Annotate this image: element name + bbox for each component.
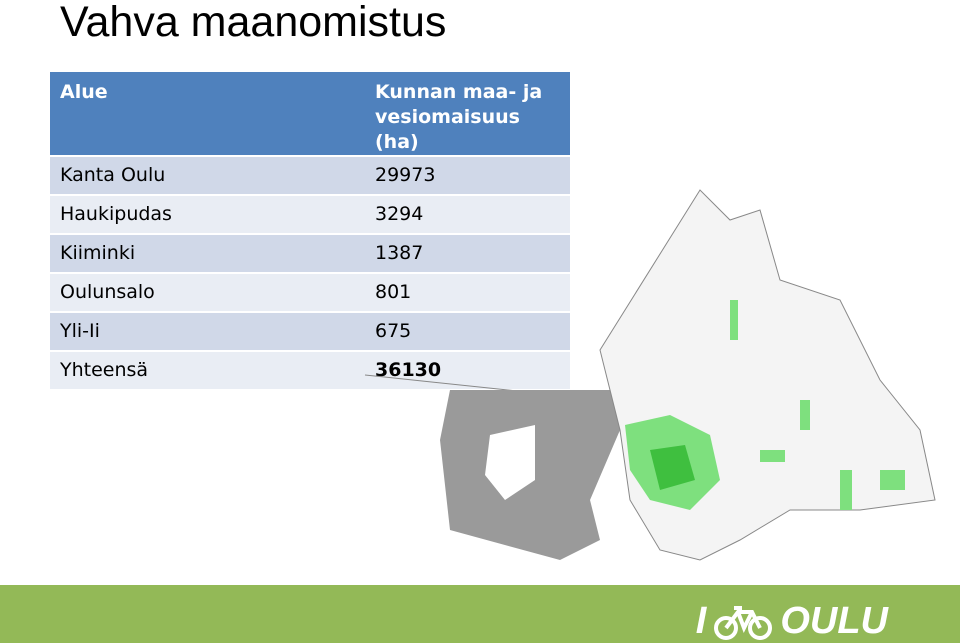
table-row: Yli-Ii 675 [50,312,570,352]
value-cell: 29973 [365,156,570,196]
area-cell: Yli-Ii [50,312,365,352]
area-cell: Haukipudas [50,195,365,235]
map [364,189,936,561]
header-cell: Kunnan maa- ja vesiomaisuus (ha) [365,72,570,157]
table-row: Kiiminki 1387 [50,234,570,274]
logo-text: OULU [780,600,888,642]
area-cell: Yhteensä [50,351,365,391]
area-cell: Kiiminki [50,234,365,274]
value-cell: 801 [365,273,570,313]
logo-prefix: I [695,600,707,642]
header-row: Alue Kunnan maa- ja vesiomaisuus (ha) [50,72,570,157]
value-cell: 36130 [365,351,570,391]
table-row: Oulunsalo 801 [50,273,570,313]
footer-bar [0,585,960,643]
value-cell: 3294 [365,195,570,235]
slide-title: Vahva maanomistus [60,0,447,46]
bike-icon [714,605,773,640]
header-cell: Alue [50,72,365,157]
logo: I OULU [696,600,888,643]
table-row: Kanta Oulu 29973 [50,156,570,196]
table-row: Yhteensä 36130 [50,351,570,391]
data-table: Alue Kunnan maa- ja vesiomaisuus (ha) Kan… [50,72,570,391]
area-cell: Oulunsalo [50,273,365,313]
table-row: Haukipudas 3294 [50,195,570,235]
area-cell: Kanta Oulu [50,156,365,196]
value-cell: 1387 [365,234,570,274]
value-cell: 675 [365,312,570,352]
